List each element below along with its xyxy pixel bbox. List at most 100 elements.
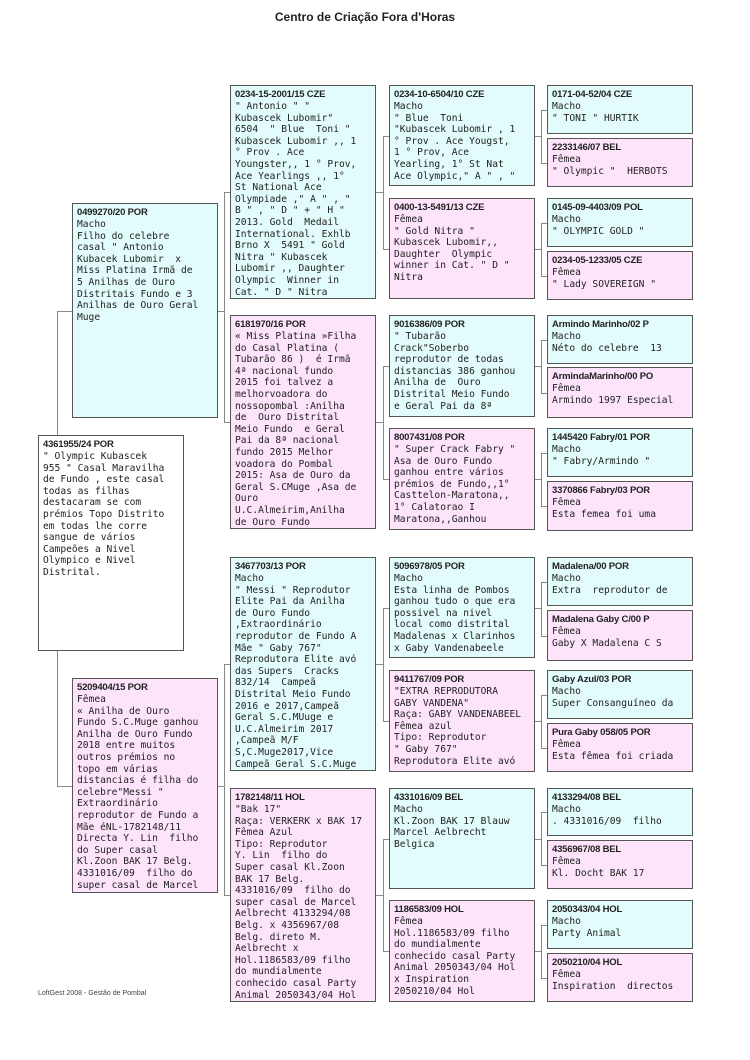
connector-line <box>541 340 547 341</box>
dam-card[interactable]: 5209404/15 POR Fêmea « Anilha de Ouro Fun… <box>72 678 218 893</box>
dam-card[interactable]: 1186583/09 HOL Fêmea Hol.1186583/09 filho… <box>389 900 535 1002</box>
sire-card[interactable]: Madalena/00 POR Macho Extra reprodutor de <box>547 557 693 606</box>
dam-card[interactable]: 3370866 Fabry/03 POR Fêmea Esta femea foi… <box>547 481 693 531</box>
connector-line <box>535 249 541 250</box>
connector-line <box>57 786 72 787</box>
sire-card[interactable]: Gaby Azul/03 POR Macho Super Consanguíneo… <box>547 670 693 719</box>
connector-line <box>535 608 541 609</box>
connector-line <box>383 608 389 609</box>
sire-card[interactable]: 1445420 Fabry/01 POR Macho " Fabry/Armind… <box>547 428 693 477</box>
ring-number: 2050343/04 HOL <box>552 904 623 915</box>
connector-line <box>541 636 547 637</box>
dam-card[interactable]: 1782148/11 HOL "Bak 17" Raça: VERKERK x B… <box>230 788 376 1002</box>
dam-card[interactable]: Madalena Gaby C/00 P Fêmea Gaby X Madalen… <box>547 610 693 661</box>
bird-description: Macho " TONI " HURTIK <box>552 101 639 124</box>
dam-card[interactable]: ArmindaMarinho/00 PO Fêmea Armindo 1997 E… <box>547 367 693 418</box>
connector-line <box>224 422 230 423</box>
bird-description: " Super Crack Fabry " Asa de Ouro Fundo … <box>394 444 516 525</box>
ring-number: 1782148/11 HOL <box>235 792 305 803</box>
bird-description: "EXTRA REPRODUTORA GABY VANDENA" Raça: G… <box>394 686 522 767</box>
connector-line <box>541 978 547 979</box>
sire-card[interactable]: 0234-15-2001/15 CZE " Antonio " " Kubasce… <box>230 85 376 299</box>
connector-line <box>376 422 383 423</box>
connector-line <box>57 311 72 312</box>
ring-number: 4133294/08 BEL <box>552 792 622 803</box>
connector-line <box>383 249 389 250</box>
sire-card[interactable]: 5096978/05 POR Macho Esta linha de Pombos… <box>389 557 535 658</box>
connector-line <box>218 311 224 312</box>
bird-description: Macho " OLYMPIC GOLD " <box>552 214 645 237</box>
ring-number: 8007431/08 POR <box>394 432 465 443</box>
ring-number: 6181970/16 POR <box>235 319 306 330</box>
bird-description: Macho Néto do celebre 13 <box>552 331 662 354</box>
dam-card[interactable]: 2050210/04 HOL Fêmea Inspiration directos <box>547 953 693 1002</box>
sire-card[interactable]: 0234-10-6504/10 CZE Macho " Blue Toni "Ku… <box>389 85 535 186</box>
dam-card[interactable]: 9411767/09 POR "EXTRA REPRODUTORA GABY VA… <box>389 670 535 772</box>
sire-card[interactable]: 2050343/04 HOL Macho Party Animal <box>547 900 693 949</box>
sire-card[interactable]: 0171-04-52/04 CZE Macho " TONI " HURTIK <box>547 85 693 134</box>
bird-description: " Olympic Kubascek 955 " Casal Maravilha… <box>43 451 165 578</box>
ring-number: 0234-05-1233/05 CZE <box>552 255 643 266</box>
bird-description: Fêmea Kl. Docht BAK 17 <box>552 856 645 879</box>
bird-description: " Tubarão Crack"Soberbo reprodutor de to… <box>394 331 516 412</box>
bird-description: Macho Filho do celebre casal " Antonio K… <box>77 219 199 323</box>
sire-card[interactable]: 4331016/09 BEL Macho Kl.Zoon BAK 17 Blauw… <box>389 788 535 889</box>
ring-number: 3467703/13 POR <box>235 561 306 572</box>
bird-description: Macho Party Animal <box>552 916 622 939</box>
connector-line <box>541 812 542 866</box>
bird-description: Fêmea Inspiration directos <box>552 969 674 992</box>
dam-card[interactable]: 0234-05-1233/05 CZE Fêmea " Lady SOVEREIG… <box>547 251 693 300</box>
bird-description: Macho Super Consanguíneo da <box>552 686 674 709</box>
footer-credit: LoftGest 2008 - Gestão de Pombal <box>38 990 147 997</box>
connector-line <box>535 366 541 367</box>
connector-line <box>541 748 547 749</box>
ring-number: 1186583/09 HOL <box>394 904 464 915</box>
ring-number: 4361955/24 POR <box>43 439 114 450</box>
bird-description: " Antonio " " Kubascek Lubomir" 6504 " B… <box>235 101 357 298</box>
ring-number: 5096978/05 POR <box>394 561 465 572</box>
connector-line <box>541 223 542 277</box>
ring-number: ArmindaMarinho/00 PO <box>552 371 654 382</box>
connector-line <box>383 839 389 840</box>
bird-description: Fêmea " Olympic " HERBOTS <box>552 154 668 177</box>
dam-card[interactable]: Pura Gaby 058/05 POR Fêmea Esta fêmea foi… <box>547 723 693 772</box>
connector-line <box>541 163 547 164</box>
connector-line <box>224 192 230 193</box>
sire-card[interactable]: 0145-09-4403/09 POL Macho " OLYMPIC GOLD … <box>547 198 693 247</box>
dam-card[interactable]: 2233146/07 BEL Fêmea " Olympic " HERBOTS <box>547 138 693 187</box>
connector-line <box>541 340 542 394</box>
connector-line <box>383 951 389 952</box>
connector-line <box>535 839 541 840</box>
bird-description: Fêmea Armindo 1997 Especial <box>552 383 674 406</box>
dam-card[interactable]: 8007431/08 POR " Super Crack Fabry " Asa … <box>389 428 535 530</box>
connector-line <box>541 110 547 111</box>
connector-line <box>541 582 542 637</box>
sire-card[interactable]: 0499270/20 POR Macho Filho do celebre cas… <box>72 203 218 418</box>
ring-number: 9411767/09 POR <box>394 674 465 685</box>
sire-card[interactable]: 3467703/13 POR Macho " Messi " Reprodutor… <box>230 557 376 771</box>
dam-card[interactable]: 0400-13-5491/13 CZE Fêmea " Gold Nitra " … <box>389 198 535 299</box>
ring-number: 0145-09-4403/09 POL <box>552 202 643 213</box>
ring-number: 0400-13-5491/13 CZE <box>394 202 485 213</box>
bird-description: Fêmea « Anilha de Ouro Fundo S.C.Muge ga… <box>77 694 199 891</box>
connector-line <box>535 136 541 137</box>
dam-card[interactable]: 4356967/08 BEL Fêmea Kl. Docht BAK 17 <box>547 840 693 889</box>
bird-description: "Bak 17" Raça: VERKERK x BAK 17 Fêmea Az… <box>235 804 363 1001</box>
subject-bird-card[interactable]: 4361955/24 POR " Olympic Kubascek 955 " C… <box>38 435 184 651</box>
ring-number: 0499270/20 POR <box>77 207 148 218</box>
sire-card[interactable]: 9016386/09 POR " Tubarão Crack"Soberbo re… <box>389 315 535 417</box>
bird-description: « Miss Platina »Filha do Casal Platina (… <box>235 331 357 528</box>
bird-description: Fêmea Esta fêmea foi criada <box>552 739 674 762</box>
sire-card[interactable]: Armindo Marinho/02 P Macho Néto do celebr… <box>547 315 693 364</box>
connector-line <box>383 136 389 137</box>
ring-number: 1445420 Fabry/01 POR <box>552 432 650 443</box>
connector-line <box>383 479 389 480</box>
ring-number: Pura Gaby 058/05 POR <box>552 727 651 738</box>
connector-line <box>383 721 389 722</box>
bird-description: Macho Kl.Zoon BAK 17 Blauw Marcel Aelbre… <box>394 804 510 850</box>
connector-line <box>541 276 547 277</box>
dam-card[interactable]: 6181970/16 POR « Miss Platina »Filha do C… <box>230 315 376 529</box>
connector-line <box>376 664 383 665</box>
sire-card[interactable]: 4133294/08 BEL Macho . 4331016/09 filho <box>547 788 693 836</box>
connector-line <box>224 192 225 423</box>
